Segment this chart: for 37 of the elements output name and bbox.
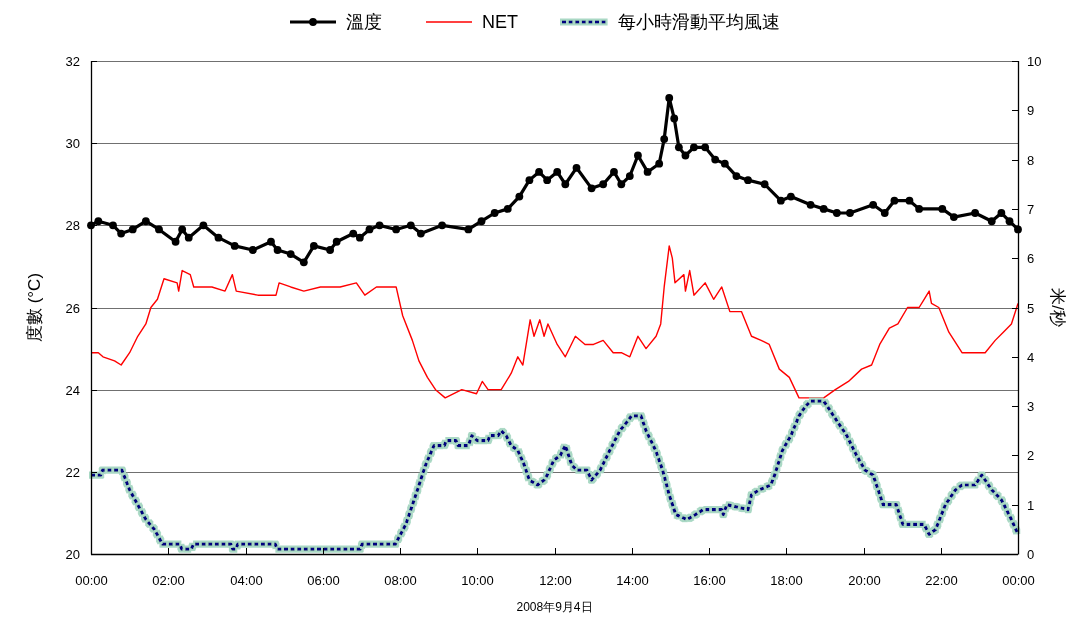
x-tick-label: 00:00: [75, 573, 108, 588]
x-tick-label: 04:00: [230, 573, 263, 588]
x-tick-label: 00:00: [1002, 573, 1035, 588]
y2-tick-label: 5: [1027, 301, 1035, 316]
y-axis-title: 度數 (°C): [24, 272, 44, 343]
x-tick-label: 18:00: [770, 573, 803, 588]
y-tick-label: 30: [65, 136, 80, 151]
x-tick-label: 14:00: [616, 573, 649, 588]
y2-tick-label: 4: [1027, 350, 1035, 365]
y2-tick-label: 10: [1027, 54, 1042, 69]
y2-tick-label: 0: [1027, 547, 1035, 562]
y-tick-label: 22: [65, 465, 80, 480]
x-tick-label: 22:00: [925, 573, 958, 588]
legend-label: 每小時滑動平均風速: [618, 12, 780, 32]
x-tick-label: 20:00: [848, 573, 881, 588]
y2-tick-label: 7: [1027, 202, 1035, 217]
legend-label: 溫度: [346, 12, 382, 32]
y2-tick-label: 8: [1027, 153, 1035, 168]
y2-axis-title: 米/秒: [1047, 288, 1067, 327]
x-tick-label: 08:00: [384, 573, 417, 588]
x-tick-label: 12:00: [539, 573, 572, 588]
legend-label: NET: [482, 12, 518, 32]
x-axis-title: 2008年9月4日: [516, 600, 593, 614]
y2-tick-label: 9: [1027, 103, 1035, 118]
y2-tick-label: 2: [1027, 448, 1035, 463]
x-tick-label: 10:00: [461, 573, 494, 588]
x-tick-label: 16:00: [693, 573, 726, 588]
y-tick-label: 32: [65, 54, 80, 69]
y-tick-label: 28: [65, 218, 80, 233]
y2-tick-label: 3: [1027, 399, 1035, 414]
y2-tick-label: 1: [1027, 498, 1035, 513]
y-tick-label: 26: [65, 301, 80, 316]
y-tick-label: 20: [65, 547, 80, 562]
y2-tick-label: 6: [1027, 251, 1035, 266]
y-tick-label: 24: [65, 383, 80, 398]
x-tick-label: 06:00: [307, 573, 340, 588]
x-tick-label: 02:00: [152, 573, 185, 588]
